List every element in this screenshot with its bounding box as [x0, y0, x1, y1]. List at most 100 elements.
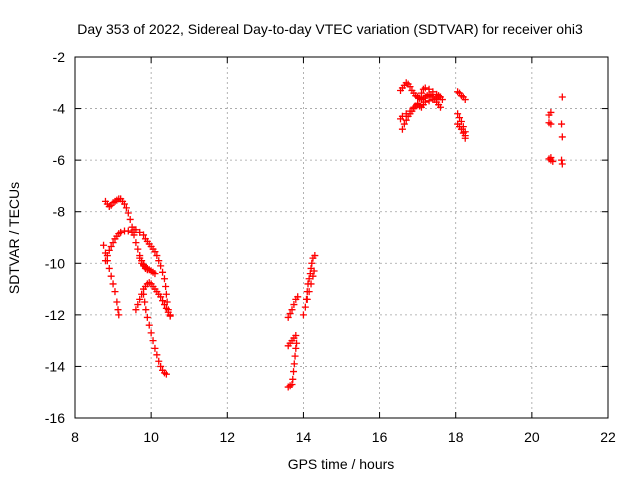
data-point: [311, 252, 319, 260]
x-axis-label: GPS time / hours: [288, 456, 395, 472]
series-arc-11: [303, 267, 318, 303]
series-arc-10: [299, 252, 319, 319]
data-point: [151, 248, 159, 256]
data-point: [153, 351, 161, 359]
data-point: [151, 270, 159, 278]
data-point: [136, 254, 144, 262]
data-point: [149, 337, 157, 345]
data-point: [301, 303, 309, 311]
data-point: [303, 295, 311, 303]
x-tick-label: 18: [448, 429, 464, 445]
x-tick-label: 22: [600, 429, 616, 445]
data-point: [134, 245, 142, 253]
data-point: [136, 295, 144, 303]
data-point: [100, 241, 108, 249]
data-point: [162, 282, 170, 290]
data-point: [288, 380, 296, 388]
y-tick-label: -4: [53, 101, 66, 117]
y-tick-label: -6: [53, 152, 66, 168]
data-point: [286, 310, 294, 318]
data-point: [454, 110, 462, 118]
data-point: [147, 329, 155, 337]
x-tick-label: 8: [71, 429, 79, 445]
data-point: [164, 308, 172, 316]
data-point: [299, 311, 307, 319]
data-point: [436, 103, 444, 111]
data-point: [122, 204, 130, 212]
data-point: [145, 321, 153, 329]
data-point: [107, 272, 115, 280]
data-point: [141, 298, 149, 306]
data-point: [558, 156, 566, 164]
series-arc-9: [284, 293, 302, 321]
data-point: [105, 264, 113, 272]
data-point: [132, 306, 140, 314]
data-point: [558, 160, 566, 168]
data-point: [143, 313, 151, 321]
data-points: [100, 79, 566, 391]
data-point: [305, 288, 313, 296]
data-point: [126, 215, 134, 223]
data-point: [406, 83, 414, 91]
data-point: [461, 132, 469, 140]
data-point: [457, 125, 465, 133]
data-point: [402, 110, 410, 118]
data-point: [136, 228, 144, 236]
data-point: [132, 239, 140, 247]
series-arc-5: [136, 254, 151, 274]
data-point: [162, 290, 170, 298]
data-point: [457, 117, 465, 125]
data-point: [558, 93, 566, 101]
series-arc-4: [132, 279, 174, 320]
x-tick-label: 20: [524, 429, 540, 445]
data-point: [134, 301, 142, 309]
data-point: [166, 312, 174, 320]
data-point: [157, 262, 165, 270]
chart-title: Day 353 of 2022, Sidereal Day-to-day VTE…: [77, 21, 583, 37]
data-point: [402, 116, 410, 124]
data-point: [558, 133, 566, 141]
data-point: [160, 301, 168, 309]
data-point: [549, 157, 557, 165]
series-arc-15: [454, 88, 469, 104]
data-point: [151, 344, 159, 352]
data-point: [398, 125, 406, 133]
y-tick-label: -8: [53, 204, 66, 220]
data-point: [310, 267, 318, 275]
data-point: [425, 85, 433, 93]
data-point: [103, 252, 111, 260]
data-point: [398, 112, 406, 120]
data-point: [132, 226, 140, 234]
data-point: [406, 107, 414, 115]
data-point: [309, 272, 317, 280]
data-point: [291, 352, 299, 360]
series-arc-2: [100, 241, 123, 319]
data-point: [416, 94, 424, 102]
data-point: [124, 227, 132, 235]
plot-frame: [74, 56, 609, 419]
data-point: [456, 114, 464, 122]
data-point: [425, 97, 433, 105]
series-arc-7: [284, 339, 301, 391]
data-point: [155, 357, 163, 365]
data-point: [157, 293, 165, 301]
data-point: [155, 257, 163, 265]
series-arc-14: [397, 84, 446, 123]
data-point: [115, 311, 123, 319]
data-point: [284, 313, 292, 321]
data-point: [107, 243, 115, 251]
data-point: [558, 120, 566, 128]
data-point: [153, 252, 161, 260]
data-point: [157, 362, 165, 370]
series-arc-17: [454, 120, 469, 140]
data-point: [290, 368, 298, 376]
data-point: [421, 98, 429, 106]
data-point: [461, 96, 469, 104]
data-point: [124, 209, 132, 217]
series-arc-18: [545, 93, 566, 168]
data-point: [294, 293, 302, 301]
data-point: [114, 306, 122, 314]
data-point: [421, 84, 429, 92]
data-point: [160, 275, 168, 283]
